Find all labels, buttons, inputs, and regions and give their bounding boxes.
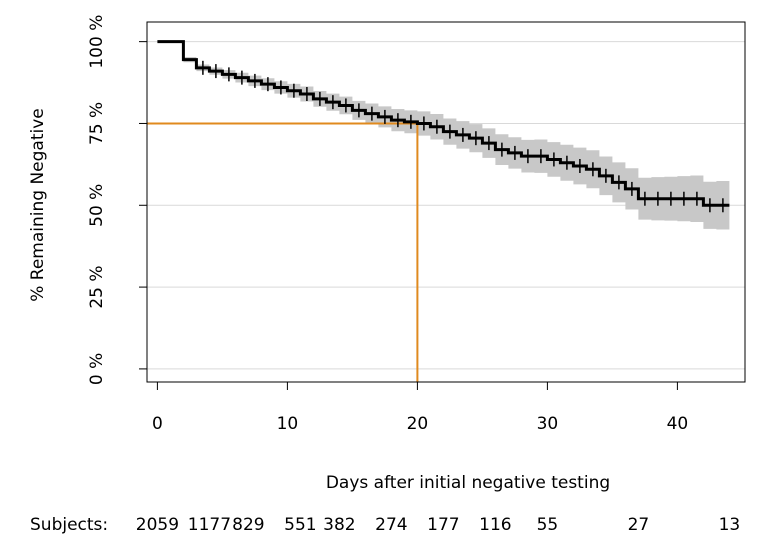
plot-frame [146, 21, 746, 383]
y-tick-label: 25 % [87, 265, 107, 308]
risk-count: 1177 [188, 515, 231, 535]
risk-count: 551 [284, 515, 316, 535]
risk-count: 382 [323, 515, 355, 535]
x-tick-label: 0 [152, 414, 163, 434]
risk-count: 13 [719, 515, 741, 535]
x-tick-label: 40 [667, 414, 689, 434]
risk-count: 177 [427, 515, 459, 535]
risk-count: 55 [537, 515, 559, 535]
risk-count: 27 [628, 515, 650, 535]
risk-count: 829 [232, 515, 264, 535]
survival-curve [157, 40, 730, 207]
confidence-band [157, 41, 730, 230]
risk-count: 274 [375, 515, 407, 535]
x-tick-label: 10 [277, 414, 299, 434]
x-tick-label: 20 [407, 414, 429, 434]
y-axis-label: % Remaining Negative [28, 108, 48, 302]
y-tick-label: 50 % [87, 184, 107, 227]
risk-count: 116 [479, 515, 511, 535]
risk-count: 2059 [136, 515, 179, 535]
y-tick-label: 100 % [87, 15, 107, 69]
x-tick-label: 30 [537, 414, 559, 434]
risk-label: Subjects: [30, 515, 108, 535]
y-tick-label: 0 % [87, 353, 107, 385]
x-axis-label: Days after initial negative testing [326, 473, 610, 493]
y-tick-label: 75 % [87, 102, 107, 145]
